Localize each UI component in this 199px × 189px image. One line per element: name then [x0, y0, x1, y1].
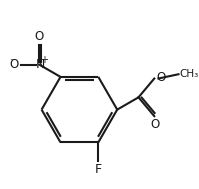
Text: O: O — [35, 30, 44, 43]
Text: F: F — [95, 163, 102, 176]
Text: +: + — [41, 55, 49, 65]
Text: CH₃: CH₃ — [179, 69, 199, 79]
Text: O: O — [9, 58, 18, 71]
Text: O: O — [151, 118, 160, 131]
Text: N: N — [35, 58, 45, 71]
Text: O: O — [156, 71, 165, 84]
Text: ⁻: ⁻ — [9, 57, 15, 67]
